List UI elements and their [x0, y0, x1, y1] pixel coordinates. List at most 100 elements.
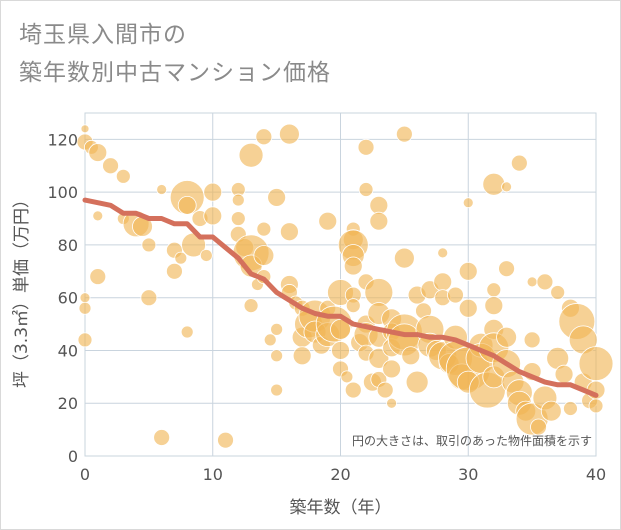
bubble-point — [401, 346, 421, 366]
bubble-point — [344, 381, 362, 399]
x-tick-labels: 0 10 20 30 40 — [80, 465, 606, 484]
bubble-point — [484, 296, 504, 316]
bubble-point — [498, 260, 515, 278]
x-tick-label: 20 — [330, 465, 350, 484]
bubble-point — [433, 272, 453, 292]
bubble-point — [79, 292, 91, 304]
bubble-point — [486, 282, 502, 298]
bubble-point — [458, 298, 478, 318]
bubble-point — [369, 211, 389, 231]
bubble-point — [540, 400, 562, 422]
bubble-point — [405, 370, 429, 394]
bubble-point — [536, 273, 554, 291]
bubble-point — [267, 188, 287, 207]
bubble-point — [217, 431, 234, 449]
bubble-point — [102, 157, 119, 175]
bubble-point — [141, 237, 157, 253]
bubble-point — [578, 346, 614, 382]
bubble-point — [331, 341, 350, 360]
bubble-point — [554, 364, 574, 384]
bubble-point — [231, 193, 245, 207]
bubble-point — [437, 247, 449, 259]
bubble-size-note: 円の大きさは、取引のあった物件面積を示す — [352, 433, 592, 448]
bubble-point — [368, 347, 390, 369]
bubble-point — [292, 346, 312, 366]
bubble-point — [526, 276, 538, 288]
y-tick-label: 40 — [58, 341, 78, 360]
bubble-point — [386, 397, 398, 409]
bubble-point — [253, 245, 275, 266]
bubble-point — [77, 332, 93, 348]
bubble-point — [523, 331, 541, 349]
bubble-point — [482, 172, 506, 196]
bubble-point — [80, 124, 90, 134]
x-axis-label: 築年数（年） — [290, 498, 392, 518]
bubble-point — [345, 298, 361, 314]
bubble-point — [270, 383, 284, 397]
bubble-point — [369, 195, 389, 215]
bubble-point — [279, 222, 299, 242]
bubble-point — [166, 262, 183, 280]
bubble-point — [563, 401, 578, 416]
bubble-point — [180, 325, 194, 339]
bubble-point — [256, 221, 272, 237]
bubble-point — [270, 349, 284, 363]
y-tick-label: 100 — [47, 183, 78, 202]
bubble-point — [340, 370, 354, 384]
y-tick-labels: 0 20 40 60 80 100 120 — [47, 130, 78, 466]
bubble-point — [140, 289, 158, 307]
bubble-point — [243, 298, 259, 314]
bubble-point — [393, 247, 415, 269]
bubble-point — [358, 182, 374, 197]
bubble-point — [510, 154, 528, 172]
x-tick-label: 30 — [458, 465, 478, 484]
bubble-point — [270, 322, 284, 336]
bubble-point — [177, 195, 197, 215]
bubble-point — [156, 184, 168, 195]
bubble-point — [395, 125, 413, 143]
chart-title-line-2: 築年数別中古マンション価格 — [19, 60, 331, 86]
bubble-point — [203, 182, 223, 202]
bubble-point — [501, 181, 512, 193]
y-tick-label: 60 — [58, 289, 78, 308]
bubble-point — [199, 249, 213, 262]
y-tick-label: 120 — [47, 130, 78, 149]
bubble-point — [376, 381, 394, 399]
bubble-point — [230, 211, 246, 226]
bubble-point — [462, 197, 474, 209]
bubble-point — [89, 268, 107, 285]
bubble-point — [588, 398, 604, 414]
bubble-point — [458, 261, 478, 281]
bubble-point — [330, 318, 351, 340]
bubble-layer — [76, 123, 614, 449]
x-tick-label: 0 — [80, 465, 90, 484]
bubble-point — [550, 285, 566, 300]
bubble-point — [174, 251, 188, 265]
bubble-point — [278, 123, 300, 145]
bubble-point — [153, 429, 171, 446]
y-tick-label: 80 — [58, 236, 78, 255]
bubble-point — [88, 143, 108, 162]
y-tick-label: 0 — [68, 447, 78, 466]
bubble-point — [263, 333, 277, 347]
bubble-point — [92, 210, 104, 222]
bubble-point — [343, 256, 363, 276]
bubble-point — [447, 286, 464, 304]
y-tick-label: 20 — [58, 394, 78, 413]
x-tick-label: 10 — [203, 465, 223, 484]
bubble-point — [78, 301, 92, 315]
bubble-point — [115, 168, 131, 184]
bubble-point — [496, 326, 517, 348]
bubble-point — [255, 128, 273, 146]
bubble-point — [530, 418, 547, 436]
y-axis-label: 坪（3.3㎡）単価（万円） — [12, 191, 32, 388]
x-tick-label: 40 — [586, 465, 606, 484]
trend-line — [82, 197, 599, 398]
chart-title-line-1: 埼玉県入間市の — [19, 22, 187, 48]
bubble-point — [203, 206, 223, 226]
bubble-point — [382, 359, 402, 379]
bubble-point — [357, 138, 375, 156]
bubble-point — [238, 142, 264, 168]
